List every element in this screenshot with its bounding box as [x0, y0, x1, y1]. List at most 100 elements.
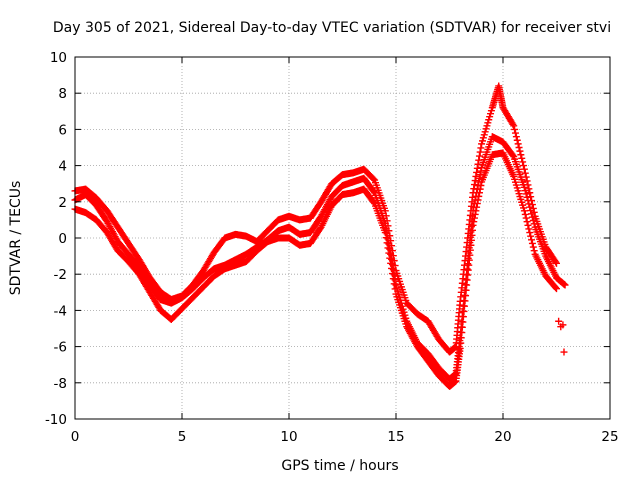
y-tick-label: -6	[54, 340, 67, 356]
data-point	[559, 321, 567, 329]
data-points	[71, 82, 569, 390]
data-point	[521, 169, 529, 177]
data-point	[512, 133, 520, 141]
data-point	[526, 203, 534, 211]
data-point	[529, 217, 537, 225]
data-point	[511, 125, 519, 133]
data-point	[476, 185, 484, 193]
chart-title: Day 305 of 2021, Sidereal Day-to-day VTE…	[53, 20, 611, 36]
data-point	[561, 281, 569, 289]
data-point	[525, 185, 533, 193]
x-tick-label: 0	[71, 429, 80, 445]
data-point	[552, 258, 560, 266]
data-point	[515, 144, 523, 151]
data-point	[473, 164, 481, 172]
data-point	[518, 154, 526, 162]
data-point	[473, 200, 481, 208]
data-point	[528, 210, 536, 218]
data-point	[528, 213, 536, 221]
data-point	[469, 221, 477, 229]
data-point	[525, 200, 533, 208]
axis-ticks: 0 5 10 15 20 25 -10 -8 -6 -4 -2 0 2 4 6 8 10	[45, 50, 619, 445]
y-tick-label: 10	[50, 50, 67, 66]
data-point	[520, 183, 528, 191]
data-point	[387, 259, 395, 267]
data-point	[523, 177, 531, 185]
data-point	[523, 193, 531, 201]
data-point	[524, 197, 532, 205]
data-point	[472, 207, 480, 215]
data-point	[471, 177, 479, 185]
data-point	[553, 285, 560, 293]
data-point	[521, 210, 529, 218]
grid-lines	[75, 57, 610, 419]
data-point	[530, 247, 538, 255]
data-point	[522, 214, 530, 222]
data-point	[526, 229, 534, 237]
data-point	[386, 254, 394, 262]
data-point	[370, 198, 378, 206]
data-point	[511, 129, 519, 137]
y-tick-label: -4	[54, 303, 67, 319]
data-point	[509, 120, 517, 128]
series-isolated	[555, 317, 568, 356]
data-point	[385, 249, 393, 257]
data-point	[381, 229, 389, 237]
data-point	[388, 270, 396, 278]
x-tick-label: 20	[494, 429, 511, 445]
data-point	[552, 284, 560, 292]
data-point	[555, 317, 563, 325]
x-tick-label: 5	[178, 429, 187, 445]
data-point	[389, 275, 397, 283]
y-tick-label: 2	[58, 195, 67, 211]
data-point	[471, 210, 479, 218]
series-track-middle	[71, 133, 569, 383]
y-axis-label: SDTVAR / TECUs	[8, 181, 24, 296]
x-tick-label: 15	[387, 429, 404, 445]
data-point	[470, 214, 478, 222]
data-point	[519, 158, 527, 166]
y-tick-label: 0	[58, 231, 67, 247]
data-point	[560, 348, 568, 356]
y-tick-label: 4	[58, 159, 67, 175]
data-point	[520, 162, 528, 170]
data-point	[529, 243, 537, 251]
data-point	[475, 189, 483, 197]
data-point	[523, 218, 531, 226]
x-axis-label: GPS time / hours	[281, 458, 398, 474]
data-point	[527, 207, 535, 215]
data-point	[382, 234, 390, 242]
data-point	[510, 122, 518, 130]
data-point	[509, 151, 517, 159]
data-point	[520, 207, 528, 215]
data-point	[473, 203, 481, 211]
data-point	[526, 189, 534, 197]
data-point	[470, 218, 478, 226]
data-point	[370, 188, 378, 196]
data-point	[513, 136, 521, 144]
data-point	[514, 140, 522, 148]
data-point	[475, 152, 483, 160]
data-point	[525, 225, 533, 233]
data-point	[528, 239, 536, 247]
data-point	[476, 148, 484, 156]
data-point	[530, 220, 538, 228]
data-point	[521, 187, 529, 195]
data-point	[384, 244, 392, 252]
data-point	[470, 181, 478, 189]
x-tick-label: 10	[280, 429, 297, 445]
y-tick-label: -10	[45, 412, 67, 428]
y-tick-label: -2	[54, 267, 67, 283]
data-point	[553, 259, 560, 267]
x-tick-label: 25	[601, 429, 618, 445]
data-point	[383, 239, 391, 247]
data-point	[477, 144, 485, 152]
data-point	[527, 232, 535, 240]
data-point	[522, 190, 530, 198]
y-tick-label: 8	[58, 86, 67, 102]
data-point	[472, 172, 480, 180]
y-tick-label: -8	[54, 376, 67, 392]
data-point	[528, 236, 536, 244]
data-point	[390, 280, 398, 288]
